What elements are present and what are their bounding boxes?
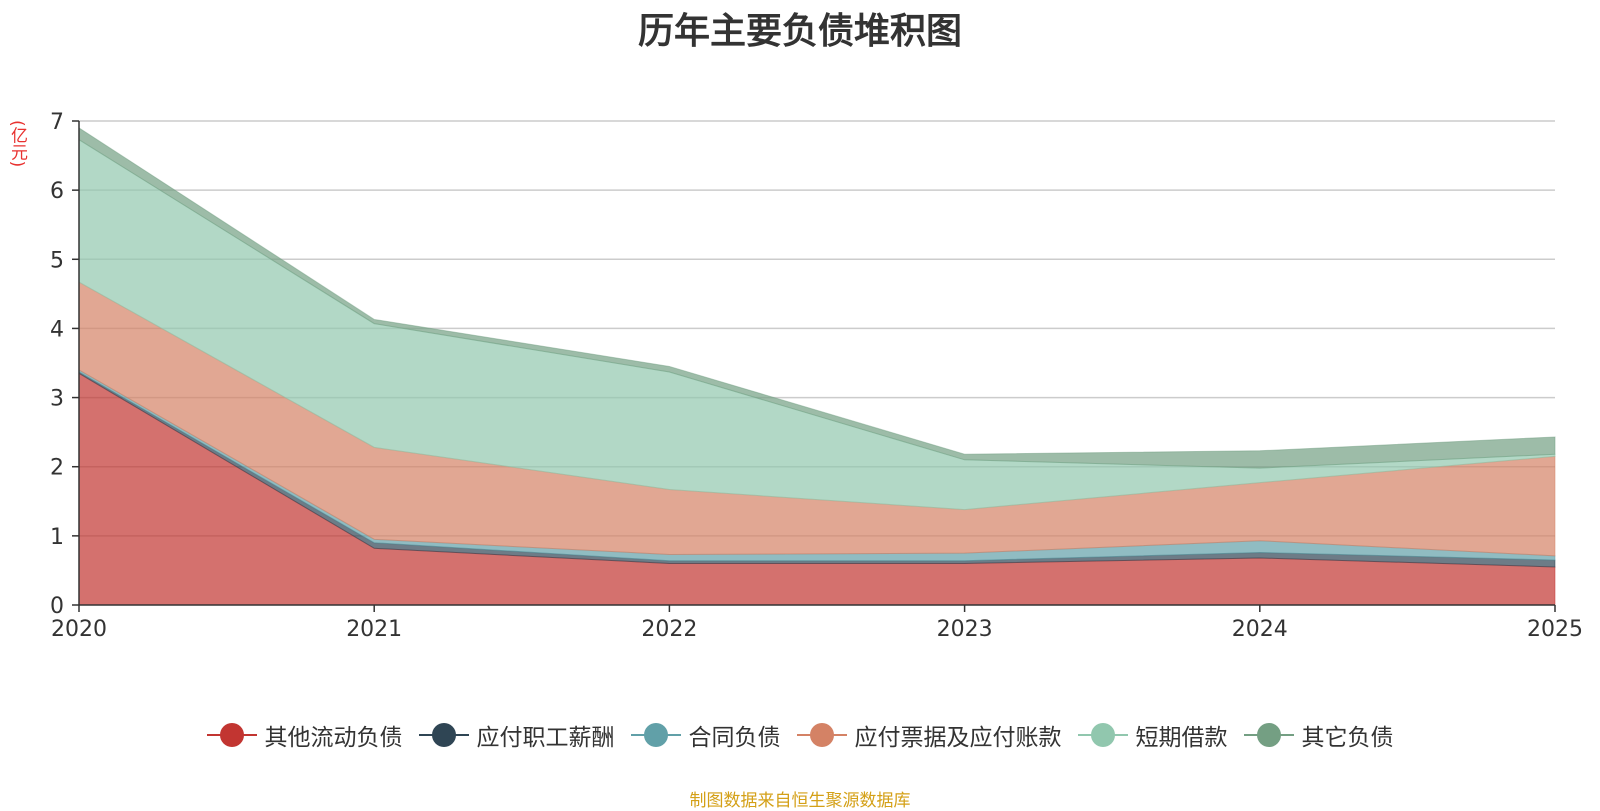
legend-item[interactable]: 其他流动负债 xyxy=(206,718,403,752)
y-tick-label: 4 xyxy=(50,317,64,342)
x-tick-label: 2021 xyxy=(346,617,402,642)
legend-dot-icon xyxy=(1256,723,1281,747)
y-axis-unit-label: (亿元) xyxy=(7,120,27,168)
legend-dot-icon xyxy=(431,723,456,747)
y-tick-label: 2 xyxy=(50,456,64,481)
y-tick-label: 3 xyxy=(50,387,64,412)
legend-swatch-icon xyxy=(630,722,681,748)
legend-swatch-icon xyxy=(206,722,257,748)
legend: 其他流动负债 应付职工薪酬 合同负债 应付票据及应付账款 短期借款 其它负债 xyxy=(0,718,1600,752)
y-tick-label: 7 xyxy=(50,110,64,135)
legend-label: 应付票据及应付账款 xyxy=(854,725,1062,751)
legend-item[interactable]: 其它负债 xyxy=(1243,718,1394,752)
x-tick-label: 2025 xyxy=(1527,617,1583,642)
legend-item[interactable]: 应付票据及应付账款 xyxy=(796,718,1062,752)
x-tick-label: 2020 xyxy=(51,617,107,642)
legend-dot-icon xyxy=(809,723,834,747)
legend-dot-icon xyxy=(219,723,244,747)
chart-title: 历年主要负债堆积图 xyxy=(637,11,962,52)
legend-swatch-icon xyxy=(1243,722,1294,748)
legend-label: 其他流动负债 xyxy=(264,725,403,751)
legend-swatch-icon xyxy=(418,722,469,748)
legend-item[interactable]: 应付职工薪酬 xyxy=(418,718,615,752)
y-tick-label: 5 xyxy=(50,248,64,273)
y-tick-label: 1 xyxy=(50,525,64,550)
source-note: 制图数据来自恒生聚源数据库 xyxy=(689,791,911,811)
legend-swatch-icon xyxy=(796,722,847,748)
legend-label: 合同负债 xyxy=(688,725,781,751)
legend-label: 应付职工薪酬 xyxy=(476,725,615,751)
legend-item[interactable]: 短期借款 xyxy=(1077,718,1228,752)
area-series xyxy=(78,126,1556,606)
legend-label: 短期借款 xyxy=(1135,725,1228,751)
legend-dot-icon xyxy=(1090,723,1115,747)
legend-swatch-icon xyxy=(1077,722,1128,748)
x-tick-label: 2023 xyxy=(937,617,993,642)
legend-dot-icon xyxy=(643,723,668,747)
axes: 0 1 2 3 4 5 6 7 2020 2021 2022 2023 2024 2025 xyxy=(50,110,1583,642)
y-tick-label: 6 xyxy=(50,179,64,204)
x-tick-label: 2024 xyxy=(1232,617,1288,642)
area-series-其它负债 xyxy=(78,126,1556,469)
x-tick-label: 2022 xyxy=(641,617,697,642)
y-tick-label: 0 xyxy=(50,594,64,619)
legend-label: 其它负债 xyxy=(1301,725,1394,751)
legend-item[interactable]: 合同负债 xyxy=(630,718,781,752)
